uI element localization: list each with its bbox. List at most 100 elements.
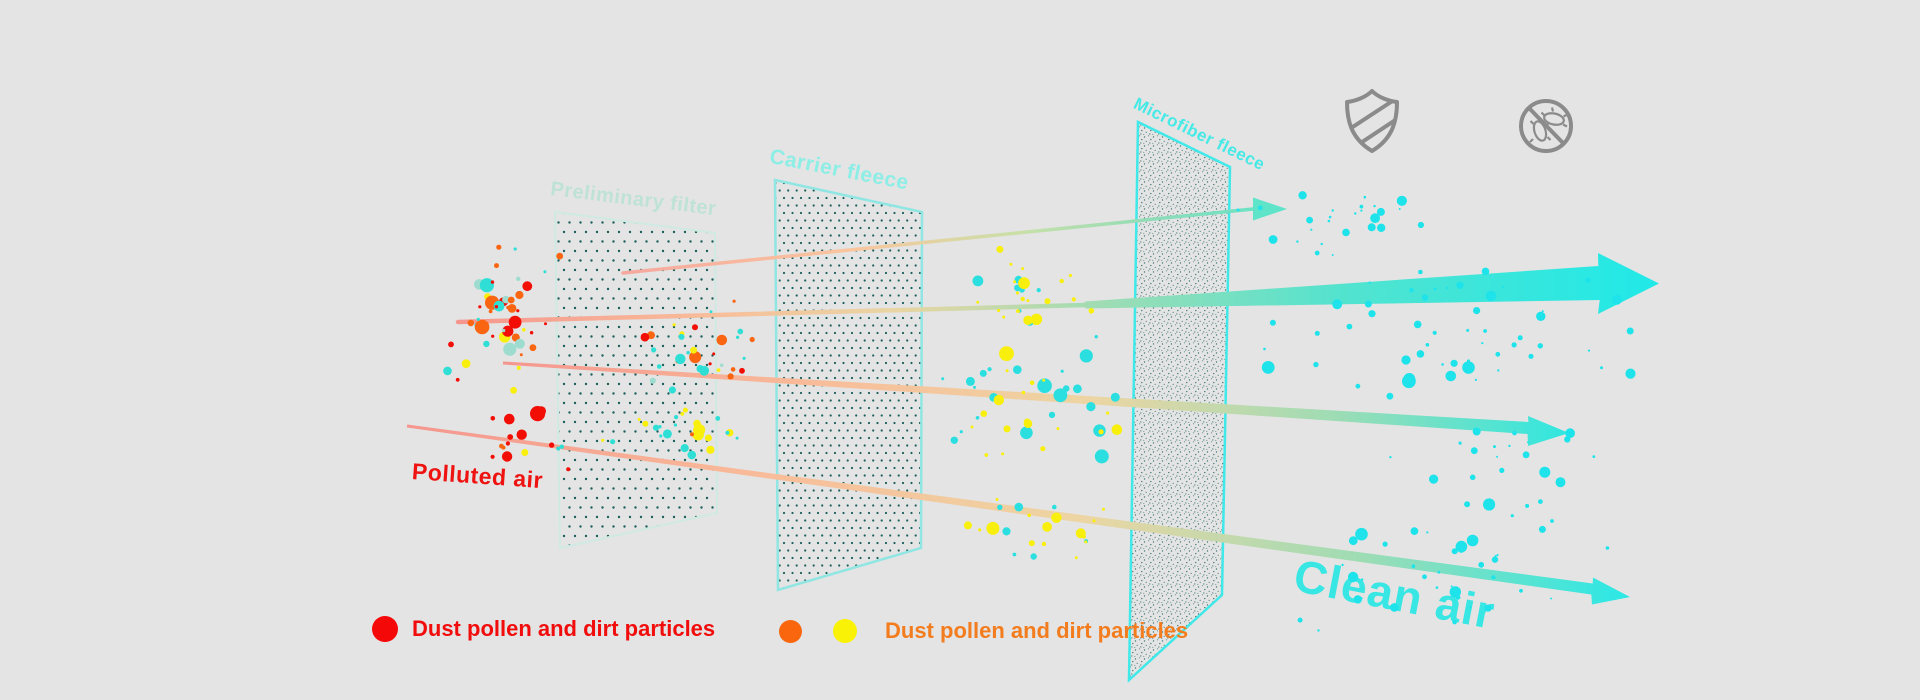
particle	[1519, 588, 1523, 593]
particle	[548, 442, 555, 448]
particle	[1511, 342, 1517, 348]
particle	[1361, 578, 1364, 581]
particle	[1060, 369, 1064, 373]
particle	[673, 423, 678, 427]
particle	[443, 366, 452, 376]
particle	[503, 342, 517, 356]
particle	[478, 305, 482, 309]
particle	[732, 299, 736, 303]
particle	[1084, 540, 1088, 544]
particle	[1102, 507, 1105, 511]
particle-cluster-clean-mid	[1389, 427, 1596, 488]
particle	[1268, 235, 1278, 244]
flow-arrow-main-clean-air	[1084, 253, 1659, 314]
particle	[1429, 474, 1439, 484]
particle	[519, 353, 523, 357]
particle	[963, 521, 972, 530]
particle	[1051, 512, 1062, 523]
flow-arrow-middle	[503, 361, 1569, 446]
particle	[507, 434, 514, 440]
particle	[1056, 427, 1060, 431]
particle	[1517, 335, 1523, 341]
particle	[1565, 428, 1575, 439]
yellow-particle-swatch	[833, 619, 857, 643]
particle	[1261, 361, 1275, 374]
particle	[995, 498, 999, 501]
particle	[476, 317, 480, 321]
particle	[461, 359, 471, 368]
particle	[970, 425, 974, 429]
particle	[1355, 383, 1361, 389]
particle	[1263, 347, 1266, 351]
particle	[1512, 430, 1517, 436]
flow-line-top	[621, 207, 1255, 275]
particle	[516, 276, 521, 281]
particle	[556, 446, 561, 451]
particle	[986, 521, 1000, 535]
particle	[651, 347, 657, 353]
particle	[1496, 455, 1499, 458]
particle	[1496, 554, 1499, 557]
legend-item-dirt-particles-red: Dust pollen and dirt particles	[372, 616, 715, 642]
particle	[1527, 441, 1529, 444]
particle	[1473, 307, 1481, 315]
particle	[1377, 223, 1386, 232]
particle	[716, 368, 721, 372]
particle	[1355, 527, 1368, 541]
particle-cluster-clean-top	[1236, 191, 1424, 256]
particle	[566, 467, 571, 472]
particle	[502, 295, 510, 304]
particle	[1370, 213, 1380, 224]
particle	[993, 394, 1004, 406]
particle	[1042, 378, 1046, 382]
particle	[1555, 477, 1566, 488]
particle	[1341, 563, 1344, 567]
flow-arrowhead-top	[1253, 197, 1287, 221]
particle	[1600, 366, 1603, 370]
particle	[692, 324, 698, 331]
particle	[501, 445, 506, 450]
particle	[1044, 298, 1051, 305]
particle	[1320, 242, 1323, 246]
particle	[659, 434, 663, 438]
particle	[668, 386, 677, 394]
particle	[1373, 204, 1376, 208]
particle	[1452, 620, 1457, 625]
particle	[1522, 451, 1530, 459]
particle	[737, 328, 744, 335]
particle	[501, 451, 513, 462]
particle	[529, 344, 537, 352]
particle	[1110, 392, 1120, 402]
particle	[1495, 351, 1501, 357]
particle	[544, 322, 547, 326]
particle	[1469, 474, 1476, 481]
particle	[1020, 426, 1033, 440]
particle	[727, 373, 734, 380]
particle	[501, 328, 506, 333]
particle	[642, 420, 649, 427]
particle	[637, 417, 641, 421]
particle-cluster-mid1-upper	[640, 299, 755, 394]
particle	[1466, 534, 1479, 547]
particle	[1413, 320, 1422, 329]
particle	[1416, 350, 1425, 358]
particle	[1422, 574, 1427, 580]
particle	[522, 281, 533, 292]
particle	[483, 340, 490, 348]
particle	[1016, 309, 1020, 313]
particle	[1536, 311, 1546, 321]
particle	[1510, 514, 1514, 518]
particle	[507, 304, 517, 313]
particle	[1528, 353, 1534, 359]
particle	[508, 315, 522, 329]
particle	[649, 377, 656, 384]
particle	[693, 424, 706, 436]
particle	[1451, 548, 1458, 555]
particle	[1332, 299, 1343, 310]
particle	[1538, 525, 1546, 533]
particle	[987, 367, 992, 372]
particle	[1382, 541, 1388, 547]
particle	[1472, 427, 1481, 436]
